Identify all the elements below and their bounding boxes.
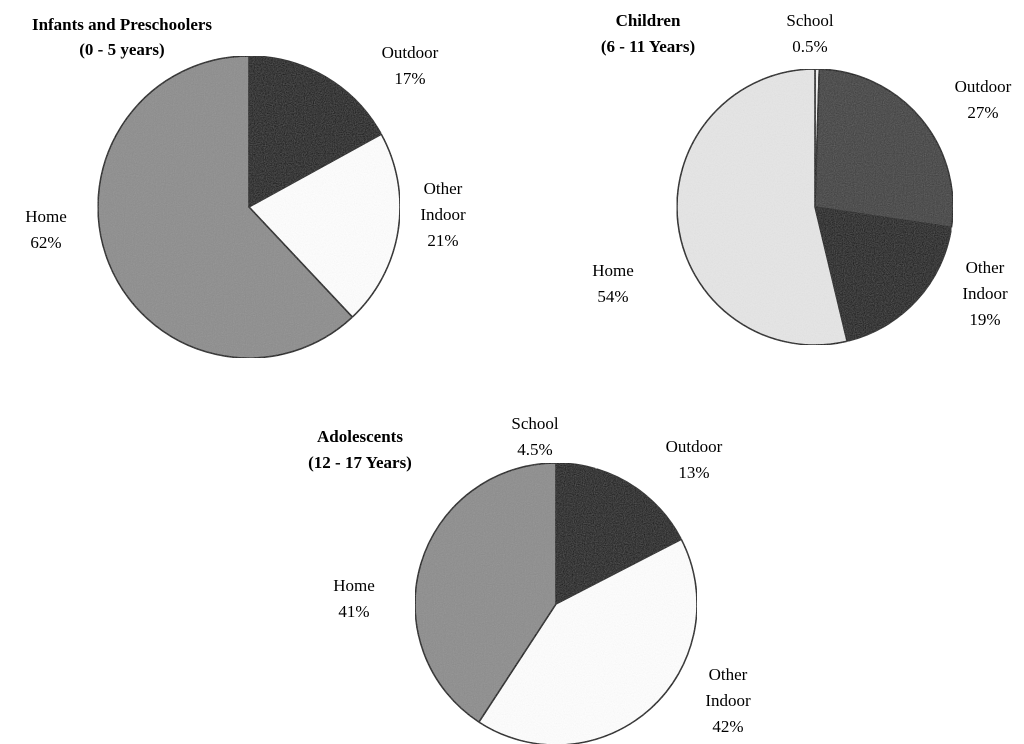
pie-adolescents-outdoor-name: Outdoor <box>666 437 723 456</box>
pie-infants: Infants and Preschoolers (0 - 5 years) O… <box>25 15 466 359</box>
pie-infants-other-indoor-name-line2: Indoor <box>420 205 466 224</box>
pie-infants-slice-home <box>97 55 354 359</box>
pie-adolescents-other-indoor-value: 42% <box>712 717 743 736</box>
pie-adolescents: Adolescents (12 - 17 Years) School 4.5% … <box>308 414 751 744</box>
pie-infants-home-value: 62% <box>30 233 61 252</box>
pie-adolescents-slice-other-indoor <box>477 538 698 744</box>
pie-adolescents-home-name: Home <box>333 576 375 595</box>
pie-children-home-name: Home <box>592 261 634 280</box>
pie-children-slice-home <box>676 68 848 346</box>
pie-children-other-indoor-value: 19% <box>969 310 1000 329</box>
pie-infants-slice-outdoor <box>248 55 383 209</box>
pie-infants-other-indoor-value: 21% <box>427 231 458 250</box>
pie-infants-slice-other-indoor <box>247 133 401 319</box>
pie-adolescents-school-value: 4.5% <box>517 440 552 459</box>
pie-adolescents-outdoor-value: 13% <box>678 463 709 482</box>
pie-children: Children (6 - 11 Years) School 0.5% Outd… <box>592 11 1012 346</box>
pie-adolescents-slice-outdoor <box>554 467 683 606</box>
pie-adolescents-other-indoor-name-line2: Indoor <box>705 691 751 710</box>
pie-infants-title-line2: (0 - 5 years) <box>79 40 164 59</box>
pie-adolescents-home-value: 41% <box>338 602 369 621</box>
pie-children-school-value: 0.5% <box>792 37 827 56</box>
pie-children-outdoor-name: Outdoor <box>955 77 1012 96</box>
pie-children-outdoor-value: 27% <box>967 103 998 122</box>
pie-adolescents-title-line2: (12 - 17 Years) <box>308 453 412 472</box>
pie-adolescents-other-indoor-name-line1: Other <box>709 665 748 684</box>
pie-children-slice-outdoor <box>814 68 954 229</box>
pie-children-school-name: School <box>786 11 834 30</box>
pie-infants-outdoor-value: 17% <box>394 69 425 88</box>
pie-adolescents-slice-home <box>414 462 557 724</box>
pie-children-title-line1: Children <box>616 11 681 30</box>
pie-adolescents-title-line1: Adolescents <box>317 427 403 446</box>
pie-children-slice-other-indoor <box>814 206 953 343</box>
pie-infants-home-name: Home <box>25 207 67 226</box>
pie-children-other-indoor-name-line1: Other <box>966 258 1005 277</box>
pie-adolescents-school-name: School <box>511 414 559 433</box>
pie-children-other-indoor-name-line2: Indoor <box>962 284 1008 303</box>
pie-infants-title-line1: Infants and Preschoolers <box>32 15 212 34</box>
pie-children-home-value: 54% <box>597 287 628 306</box>
pie-infants-outdoor-name: Outdoor <box>382 43 439 62</box>
pie-infants-other-indoor-name-line1: Other <box>424 179 463 198</box>
pie-children-title-line2: (6 - 11 Years) <box>601 37 695 56</box>
